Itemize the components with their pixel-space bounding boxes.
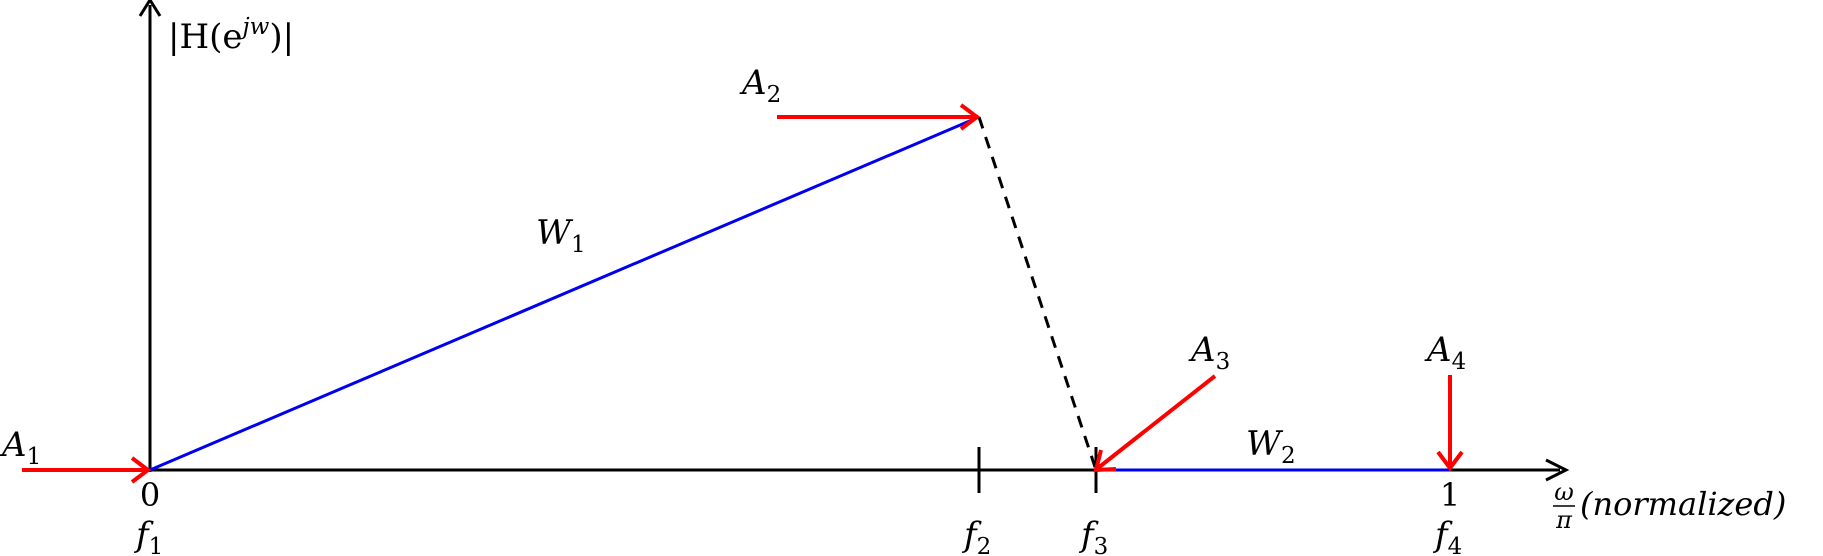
label-f1: f1 bbox=[133, 515, 163, 556]
x-axis-arrowhead bbox=[1545, 458, 1570, 482]
marker-arrow-a4 bbox=[1436, 375, 1464, 472]
marker-arrow-a1 bbox=[22, 456, 152, 484]
x-axis-label-denominator: π bbox=[1555, 506, 1573, 534]
marker-arrow-a2 bbox=[777, 103, 981, 131]
label-f2: f2 bbox=[961, 515, 991, 556]
label-a4: A4 bbox=[1424, 330, 1466, 375]
transition-band-dashed-line bbox=[977, 116, 1098, 471]
tick-label-zero: 0 bbox=[140, 476, 160, 514]
label-w2: W2 bbox=[1246, 424, 1296, 469]
label-w1: W1 bbox=[536, 213, 586, 258]
label-a1: A1 bbox=[0, 425, 41, 470]
label-a2: A2 bbox=[739, 63, 781, 108]
x-axis-label-numerator: ω bbox=[1554, 478, 1574, 506]
label-f3: f3 bbox=[1078, 515, 1108, 556]
x-axis-label-suffix: (normalized) bbox=[1580, 485, 1786, 523]
x-axis-label: ω π (normalized) bbox=[1553, 478, 1786, 534]
y-axis-label: |H(ejw)| bbox=[168, 14, 294, 57]
label-f4: f4 bbox=[1432, 515, 1462, 556]
y-axis-arrowhead bbox=[138, 0, 162, 17]
tick-label-one: 1 bbox=[1440, 476, 1460, 514]
marker-arrow-a3 bbox=[1093, 374, 1217, 473]
label-a3: A3 bbox=[1188, 330, 1230, 375]
passband-response-line bbox=[149, 115, 980, 472]
